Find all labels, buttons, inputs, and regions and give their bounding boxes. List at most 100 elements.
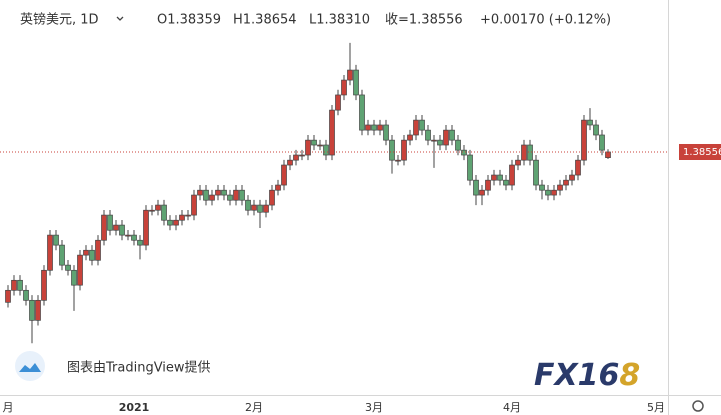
candle-body <box>449 129 455 141</box>
candle-body <box>275 184 281 191</box>
candle-body <box>605 151 611 158</box>
candle-body <box>143 209 149 246</box>
candle-body <box>245 199 251 211</box>
candle-body <box>377 124 383 131</box>
candle-body <box>179 214 185 221</box>
candle-body <box>107 214 113 231</box>
candle-body <box>383 124 389 141</box>
candle-body <box>71 269 77 286</box>
candle-body <box>65 264 71 271</box>
candle-body <box>497 174 503 181</box>
candle-body <box>557 184 563 191</box>
candle-body <box>239 189 245 201</box>
candle-body <box>395 159 401 162</box>
settings-gear[interactable] <box>692 400 704 412</box>
ohlc-value: O1.38359 <box>157 13 221 28</box>
candle-body <box>167 219 173 226</box>
x-tick-label: 2021 <box>119 401 150 414</box>
candle-body <box>233 189 239 201</box>
candle-body <box>335 94 341 111</box>
logo-accent: 8 <box>619 358 640 393</box>
candle-body <box>347 69 353 81</box>
candle-body <box>59 244 65 266</box>
candle-body <box>119 224 125 236</box>
candle-body <box>35 299 41 321</box>
x-tick-label: 3月 <box>365 401 383 414</box>
last-price-tag <box>679 143 721 160</box>
candle-body <box>515 159 521 166</box>
logo: FX168 <box>534 358 640 393</box>
logo-text: FX16 <box>534 358 619 393</box>
last-price-label: 1.38556 <box>683 147 721 158</box>
candle-body <box>467 154 473 181</box>
candle-body <box>257 204 263 213</box>
x-tick-label: 4月 <box>503 401 521 414</box>
candle-body <box>131 234 137 241</box>
candle-body <box>251 204 257 211</box>
candle-body <box>197 189 203 196</box>
candle-body <box>599 134 605 151</box>
candle-body <box>581 119 587 161</box>
candle-body <box>329 109 335 156</box>
candle-body <box>323 144 329 156</box>
interval-menu-icon[interactable] <box>116 16 124 21</box>
candle-body <box>371 124 377 131</box>
candle-body <box>509 164 515 186</box>
candle-body <box>569 174 575 181</box>
settings-icon[interactable] <box>692 400 704 412</box>
candle-body <box>263 204 269 213</box>
candle-body <box>29 299 35 321</box>
candle-body <box>455 139 461 151</box>
change-value: +0.00170 (+0.12%) <box>480 13 611 28</box>
candle-body <box>425 129 431 141</box>
candle-body <box>53 234 59 246</box>
candle-body <box>287 159 293 166</box>
candle-body <box>41 269 47 301</box>
candle-body <box>209 194 215 201</box>
candle-body <box>521 144 527 161</box>
candle-body <box>227 194 233 201</box>
candle-body <box>23 289 29 301</box>
candle-body <box>431 139 437 142</box>
candle-body <box>437 139 443 146</box>
candle-body <box>95 239 101 261</box>
candle-body <box>587 119 593 126</box>
candle-body <box>353 69 359 96</box>
ohlc-header: O1.38359 H1.38654 L1.38310 收=1.38556 +0.0017… <box>157 13 611 28</box>
candle-body <box>161 204 167 221</box>
candle-body <box>5 289 11 303</box>
candle-body <box>545 189 551 196</box>
candle-body <box>299 154 305 157</box>
watermark: 图表由TradingView提供 <box>67 360 211 376</box>
candle-body <box>473 179 479 196</box>
candle-body <box>125 234 131 237</box>
candle-body <box>89 249 95 261</box>
candle-body <box>407 134 413 141</box>
candle-body <box>137 239 143 246</box>
candle-body <box>113 224 119 231</box>
candle-body <box>479 189 485 196</box>
candle-body <box>281 164 287 186</box>
candle-body <box>359 94 365 131</box>
candle-body <box>491 174 497 181</box>
candle-body <box>191 194 197 216</box>
candle-body <box>17 279 23 291</box>
tv-logo-bg <box>15 351 45 381</box>
x-tick-label: 5月 <box>647 401 665 414</box>
candle-body <box>575 159 581 176</box>
plot <box>0 42 668 344</box>
ohlc-value: H1.38654 <box>233 13 297 28</box>
candle-body <box>341 79 347 96</box>
tv-logo <box>19 363 41 372</box>
candle-body <box>269 189 275 206</box>
candle-body <box>389 139 395 161</box>
candle-body <box>305 139 311 156</box>
candle-body <box>461 149 467 156</box>
candle-body <box>539 184 545 191</box>
candle-body <box>533 159 539 186</box>
candle-body <box>551 189 557 196</box>
chart-title: 英镑美元, 1D <box>20 12 99 28</box>
candle-body <box>83 249 89 256</box>
candle-body <box>317 144 323 147</box>
